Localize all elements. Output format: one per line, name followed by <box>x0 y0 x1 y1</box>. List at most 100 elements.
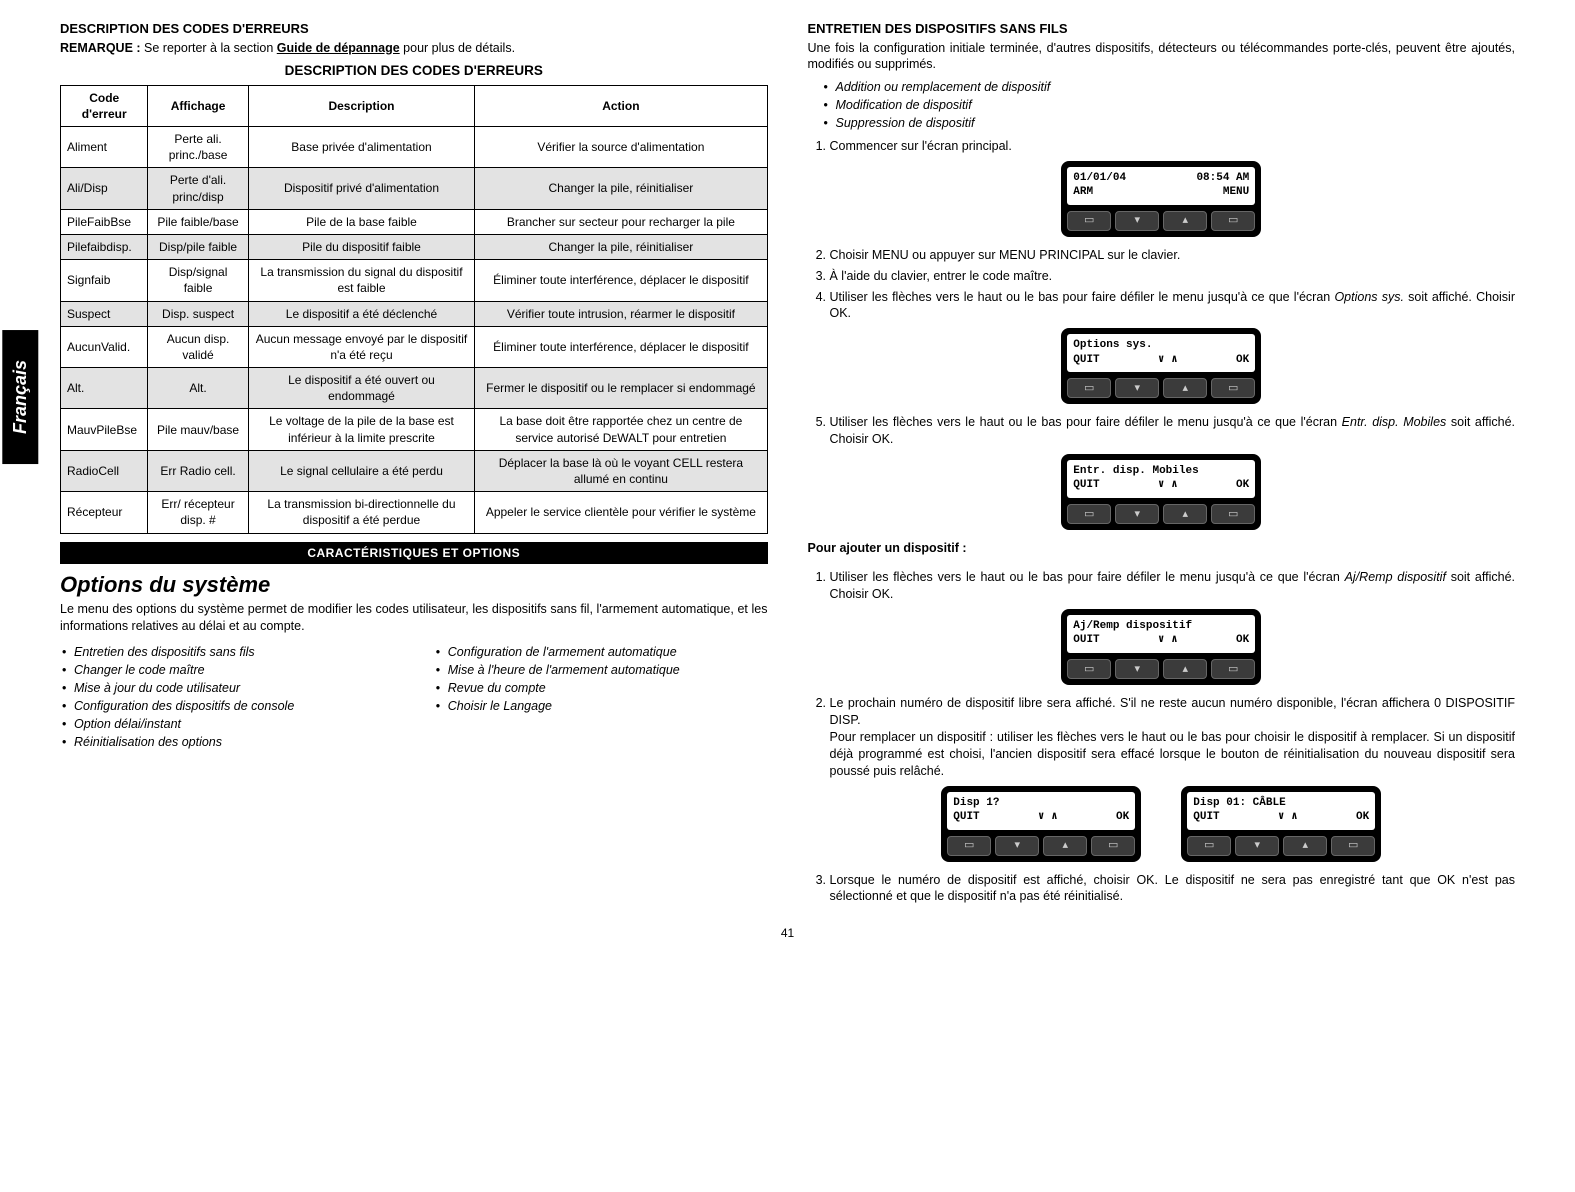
device-down-button[interactable]: ▾ <box>1115 211 1159 231</box>
table-cell: Changer la pile, réinitialiser <box>475 168 767 209</box>
left-column: DESCRIPTION DES CODES D'ERREURS REMARQUE… <box>60 20 768 911</box>
device-softkey-right[interactable]: ▭ <box>1091 836 1135 856</box>
table-cell: Pile mauv/base <box>148 409 248 450</box>
device-softkey-left[interactable]: ▭ <box>1067 378 1111 398</box>
device-up-button[interactable]: ▴ <box>1163 659 1207 679</box>
table-cell: Perte ali. princ./base <box>148 127 248 168</box>
error-codes-heading: DESCRIPTION DES CODES D'ERREURS <box>60 20 768 38</box>
steps-list-b: Utiliser les flèches vers le haut ou le … <box>808 569 1516 603</box>
table-cell: La transmission du signal du dispositif … <box>248 260 475 301</box>
device-softkey-right[interactable]: ▭ <box>1211 211 1255 231</box>
add-device-title: Pour ajouter un dispositif : <box>808 540 1516 557</box>
device-softkey-left[interactable]: ▭ <box>1067 504 1111 524</box>
lcd-screen-2: Options sys. QUIT∨ ∧OK ▭ ▾ ▴ ▭ <box>1061 328 1261 404</box>
list-item: Option délai/instant <box>60 716 394 733</box>
device-up-button[interactable]: ▴ <box>1163 211 1207 231</box>
table-cell: Disp/pile faible <box>148 234 248 259</box>
right-column: ENTRETIEN DES DISPOSITIFS SANS FILS Une … <box>808 20 1516 911</box>
device-up-button[interactable]: ▴ <box>1163 378 1207 398</box>
device-softkey-left[interactable]: ▭ <box>1067 211 1111 231</box>
language-tab: Français <box>2 330 38 464</box>
step-a2: Choisir MENU ou appuyer sur MENU PRINCIP… <box>830 247 1516 264</box>
table-cell: Base privée d'alimentation <box>248 127 475 168</box>
error-table-title: DESCRIPTION DES CODES D'ERREURS <box>60 62 768 80</box>
table-cell: Le voltage de la pile de la base est inf… <box>248 409 475 450</box>
table-row: SignfaibDisp/signal faibleLa transmissio… <box>61 260 768 301</box>
features-options-bar: CARACTÉRISTIQUES ET OPTIONS <box>60 542 768 564</box>
lcd2-l1: Options sys. <box>1073 338 1152 352</box>
list-item: Entretien des dispositifs sans fils <box>60 644 394 661</box>
table-row: RécepteurErr/ récepteur disp. #La transm… <box>61 492 768 533</box>
device-up-button[interactable]: ▴ <box>1043 836 1087 856</box>
table-cell: Éliminer toute interférence, déplacer le… <box>475 326 767 367</box>
remark-label: REMARQUE : <box>60 41 141 55</box>
table-cell: Appeler le service clientèle pour vérifi… <box>475 492 767 533</box>
table-row: PileFaibBsePile faible/basePile de la ba… <box>61 209 768 234</box>
table-cell: Éliminer toute interférence, déplacer le… <box>475 260 767 301</box>
steps-list-a5: Utiliser les flèches vers le haut ou le … <box>808 414 1516 448</box>
device-up-button[interactable]: ▴ <box>1163 504 1207 524</box>
wireless-maint-intro: Une fois la configuration initiale termi… <box>808 40 1516 74</box>
lcd-screen-5: Disp 1? QUIT∨ ∧OK ▭ ▾ ▴ ▭ <box>941 786 1141 862</box>
wireless-maint-heading: ENTRETIEN DES DISPOSITIFS SANS FILS <box>808 20 1516 38</box>
table-cell: Alt. <box>148 368 248 409</box>
lcd5-l2a: QUIT <box>953 810 979 824</box>
table-cell: Fermer le dispositif ou le remplacer si … <box>475 368 767 409</box>
device-down-button[interactable]: ▾ <box>1235 836 1279 856</box>
table-cell: Le dispositif a été déclenché <box>248 301 475 326</box>
lcd2-l2a: QUIT <box>1073 353 1099 367</box>
device-softkey-right[interactable]: ▭ <box>1331 836 1375 856</box>
remark-line: REMARQUE : Se reporter à la section Guid… <box>60 40 768 57</box>
table-row: AlimentPerte ali. princ./baseBase privée… <box>61 127 768 168</box>
device-down-button[interactable]: ▾ <box>1115 378 1159 398</box>
table-row: SuspectDisp. suspectLe dispositif a été … <box>61 301 768 326</box>
list-item: Revue du compte <box>434 680 768 697</box>
list-item: Choisir le Langage <box>434 698 768 715</box>
table-cell: RadioCell <box>61 450 148 491</box>
lcd3-l2a: QUIT <box>1073 478 1099 492</box>
page-number: 41 <box>60 925 1515 941</box>
lcd3-l2b: ∨ ∧ <box>1158 478 1178 492</box>
table-cell: Pile du dispositif faible <box>248 234 475 259</box>
lcd2-l2c: OK <box>1236 353 1249 367</box>
table-cell: Pilefaibdisp. <box>61 234 148 259</box>
device-softkey-right[interactable]: ▭ <box>1211 659 1255 679</box>
table-cell: Perte d'ali. princ/disp <box>148 168 248 209</box>
th-action: Action <box>475 85 767 126</box>
step-a5: Utiliser les flèches vers le haut ou le … <box>830 414 1516 448</box>
device-up-button[interactable]: ▴ <box>1283 836 1327 856</box>
lcd4-l2b: ∨ ∧ <box>1158 633 1178 647</box>
device-softkey-left[interactable]: ▭ <box>947 836 991 856</box>
device-softkey-left[interactable]: ▭ <box>1187 836 1231 856</box>
step-b1: Utiliser les flèches vers le haut ou le … <box>830 569 1516 603</box>
device-down-button[interactable]: ▾ <box>1115 504 1159 524</box>
table-cell: AucunValid. <box>61 326 148 367</box>
error-codes-table: Code d'erreur Affichage Description Acti… <box>60 85 768 534</box>
table-cell: Changer la pile, réinitialiser <box>475 234 767 259</box>
table-cell: Aucun disp. validé <box>148 326 248 367</box>
table-cell: Err/ récepteur disp. # <box>148 492 248 533</box>
table-cell: Err Radio cell. <box>148 450 248 491</box>
table-cell: La base doit être rapportée chez un cent… <box>475 409 767 450</box>
lcd4-l2a: OUIT <box>1073 633 1099 647</box>
table-cell: Alt. <box>61 368 148 409</box>
table-cell: Le dispositif a été ouvert ou endommagé <box>248 368 475 409</box>
device-softkey-right[interactable]: ▭ <box>1211 378 1255 398</box>
list-item: Mise à l'heure de l'armement automatique <box>434 662 768 679</box>
table-cell: Brancher sur secteur pour recharger la p… <box>475 209 767 234</box>
table-row: Ali/DispPerte d'ali. princ/dispDispositi… <box>61 168 768 209</box>
device-softkey-right[interactable]: ▭ <box>1211 504 1255 524</box>
options-list: Entretien des dispositifs sans filsChang… <box>60 641 768 757</box>
lcd1-l1a: 01/01/04 <box>1073 171 1126 185</box>
lcd6-l2c: OK <box>1356 810 1369 824</box>
device-softkey-left[interactable]: ▭ <box>1067 659 1111 679</box>
device-down-button[interactable]: ▾ <box>995 836 1039 856</box>
th-description: Description <box>248 85 475 126</box>
device-down-button[interactable]: ▾ <box>1115 659 1159 679</box>
remark-text-b: pour plus de détails. <box>400 41 515 55</box>
lcd6-l1: Disp 01: CÂBLE <box>1193 796 1285 810</box>
step-b3: Lorsque le numéro de dispositif est affi… <box>830 872 1516 906</box>
system-options-para: Le menu des options du système permet de… <box>60 601 768 635</box>
table-cell: Aliment <box>61 127 148 168</box>
lcd5-l1: Disp 1? <box>953 796 999 810</box>
